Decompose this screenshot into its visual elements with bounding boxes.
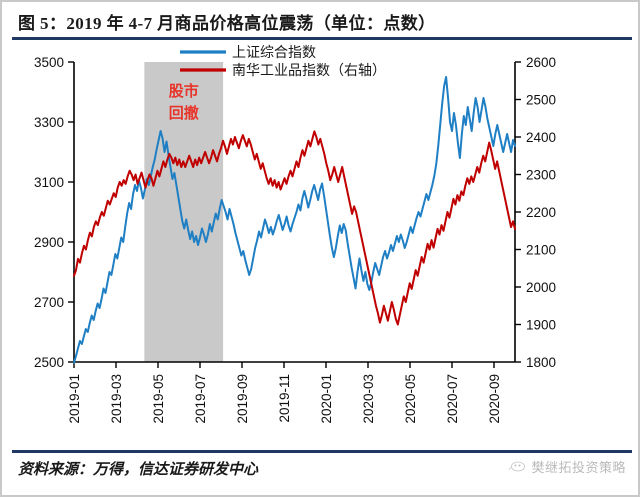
title-divider xyxy=(12,37,632,40)
figure-header: 图 5：2019 年 4-7 月商品价格高位震荡（单位：点数） xyxy=(2,2,640,40)
right-axis-tick-label: 2500 xyxy=(526,93,556,108)
legend-label-1: 上证综合指数 xyxy=(232,45,316,61)
right-axis-tick-label: 2600 xyxy=(526,55,556,70)
right-axis-tick-label: 2300 xyxy=(526,168,556,183)
left-axis-tick-label: 3300 xyxy=(34,115,64,130)
x-axis-tick-label: 2019-11 xyxy=(277,374,292,423)
page-title: 图 5：2019 年 4-7 月商品价格高位震荡（单位：点数） xyxy=(18,14,436,33)
chart-plot-area: 股市回撤 2500 2700 2900 3100 3300 3500 1800 1900 2000… xyxy=(2,40,640,452)
x-axis-tick-label: 2020-07 xyxy=(445,374,460,424)
x-axis-tick-label: 2020-05 xyxy=(403,374,418,424)
series-line-1 xyxy=(73,76,516,364)
left-axis-tick-label: 2700 xyxy=(34,295,64,310)
watermark-text: 樊继拓投资策略 xyxy=(531,460,626,475)
series-line-2 xyxy=(73,130,516,326)
band-annotation-line-1: 股市 xyxy=(169,82,199,100)
legend-label-2: 南华工业品指数（右轴） xyxy=(232,63,386,79)
x-axis-tick-label: 2020-09 xyxy=(487,374,502,424)
x-axis-tick-label: 2020-03 xyxy=(361,374,376,424)
footer-divider xyxy=(12,450,632,453)
watermark-logo-icon xyxy=(509,461,526,472)
right-axis-tick-label: 2200 xyxy=(526,205,556,220)
right-axis-tick-label: 2400 xyxy=(526,130,556,145)
right-axis-tick-label: 1800 xyxy=(526,355,556,370)
shaded-period-band xyxy=(144,62,224,362)
left-axis-tick-label: 3500 xyxy=(34,55,64,70)
right-axis-tick-label: 2100 xyxy=(526,243,556,258)
source-note: 资料来源：万得，信达证券研发中心 xyxy=(18,462,259,478)
x-axis-tick-label: 2019-07 xyxy=(193,374,208,424)
x-axis-tick-label: 2020-01 xyxy=(319,374,334,424)
band-annotation-line-2: 回撤 xyxy=(169,104,199,122)
left-axis-tick-label: 2900 xyxy=(34,235,64,250)
watermark: 樊继拓投资策略 xyxy=(509,457,626,476)
x-axis-tick-label: 2019-05 xyxy=(151,374,166,424)
x-axis-tick-label: 2019-01 xyxy=(67,374,82,424)
right-axis-tick-label: 1900 xyxy=(526,318,556,333)
right-axis-tick-label: 2000 xyxy=(526,280,556,295)
left-axis-tick-label: 3100 xyxy=(34,175,64,190)
x-axis-tick-label: 2019-09 xyxy=(235,374,250,424)
left-axis-tick-label: 2500 xyxy=(34,355,64,370)
x-axis-tick-label: 2019-03 xyxy=(109,374,124,424)
